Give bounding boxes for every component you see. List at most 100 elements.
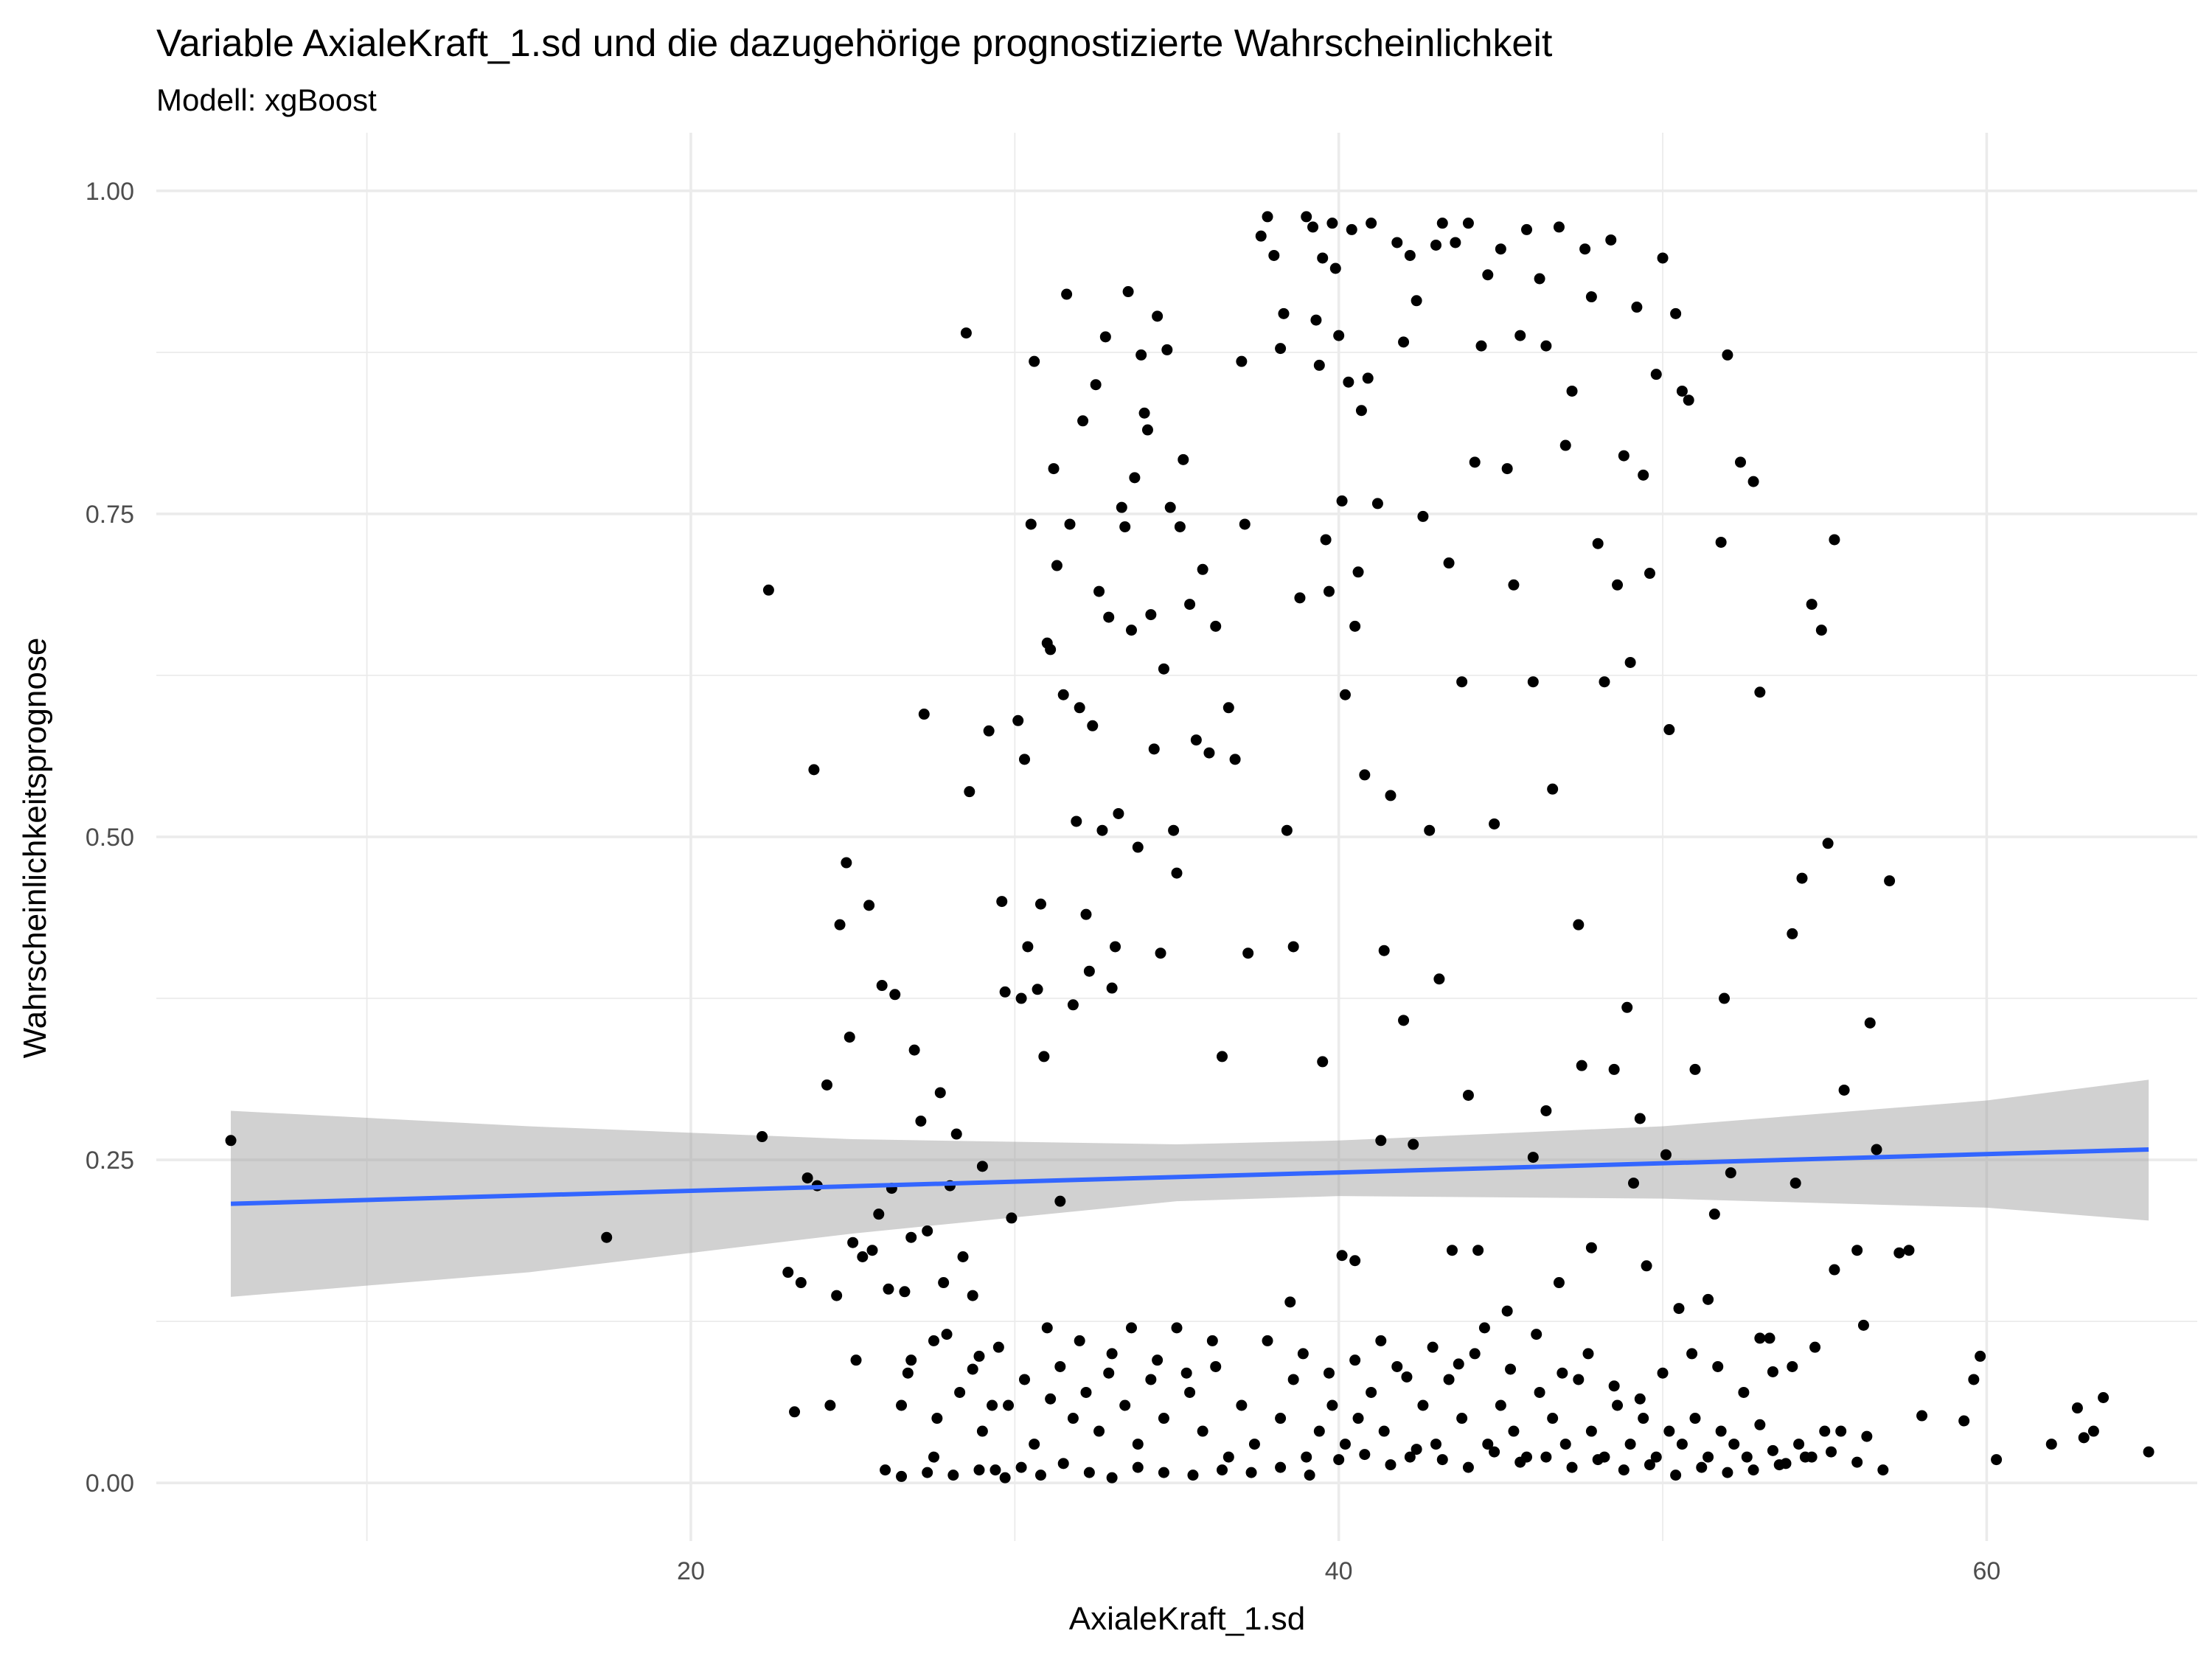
data-point [850, 1354, 862, 1366]
data-point [1113, 807, 1124, 819]
data-point [931, 1413, 943, 1425]
data-point [1462, 218, 1474, 229]
data-point [1329, 262, 1341, 274]
data-point [1806, 1451, 1818, 1463]
data-point [1103, 611, 1115, 623]
data-point [1796, 872, 1808, 884]
data-point [1728, 1439, 1740, 1450]
data-point [1809, 1341, 1821, 1353]
data-point [1624, 656, 1636, 668]
data-point [1411, 295, 1422, 307]
data-point [908, 1044, 920, 1056]
data-point [1352, 1413, 1364, 1425]
data-point [1417, 1399, 1429, 1411]
data-point [601, 1231, 613, 1243]
data-point [1430, 1439, 1441, 1450]
data-point [1366, 1386, 1377, 1398]
data-point [795, 1277, 807, 1289]
data-point [1585, 291, 1597, 303]
data-point [1608, 1380, 1620, 1392]
data-point [1703, 1451, 1714, 1463]
data-point [1284, 1296, 1296, 1308]
data-point [1871, 1144, 1882, 1155]
data-point [1559, 1439, 1571, 1450]
data-point [1754, 1332, 1766, 1344]
data-point [1090, 379, 1102, 391]
data-point [1453, 1358, 1464, 1370]
data-point [957, 1251, 969, 1262]
data-point [1806, 599, 1818, 611]
data-point [1822, 838, 1834, 849]
data-point [1857, 1319, 1869, 1331]
data-point [1034, 898, 1046, 910]
data-point [999, 986, 1011, 998]
data-point [1077, 415, 1089, 427]
data-point [1501, 463, 1513, 475]
data-point [821, 1079, 832, 1091]
data-point [1012, 714, 1024, 726]
data-point [1592, 538, 1604, 549]
data-point [1628, 1178, 1640, 1189]
data-point [967, 1290, 978, 1301]
data-point [1018, 1374, 1030, 1385]
data-point [2045, 1439, 2057, 1450]
data-point [1262, 1335, 1273, 1346]
data-point [1203, 747, 1215, 759]
data-point [1385, 1459, 1397, 1471]
data-point [1566, 385, 1578, 397]
data-point [922, 1467, 933, 1478]
y-tick-label: 1.00 [86, 178, 134, 206]
data-point [1168, 824, 1180, 836]
data-point [1048, 463, 1060, 475]
data-point [1317, 252, 1329, 264]
data-point [1236, 1399, 1248, 1411]
data-point [1634, 1393, 1646, 1405]
data-point [1780, 1458, 1792, 1470]
data-point [1436, 218, 1448, 229]
data-point [1180, 1367, 1192, 1379]
data-point [1430, 239, 1441, 251]
data-point [1184, 599, 1196, 611]
data-point [1715, 536, 1727, 548]
data-point [1378, 945, 1390, 956]
data-point [1903, 1245, 1915, 1256]
data-point [1155, 947, 1166, 959]
data-point [1725, 1167, 1736, 1179]
x-tick-label: 60 [1972, 1557, 2000, 1585]
data-point [1262, 211, 1273, 223]
data-point [789, 1406, 801, 1418]
data-point [1275, 343, 1287, 355]
data-point [1527, 676, 1539, 688]
data-point [1103, 1367, 1115, 1379]
data-point [1747, 1464, 1759, 1476]
data-point [880, 1464, 891, 1476]
data-point [1851, 1245, 1863, 1256]
data-point [1164, 501, 1176, 513]
data-point [1106, 1348, 1118, 1360]
data-point [1446, 1245, 1458, 1256]
data-point [999, 1472, 1011, 1484]
data-point [1722, 1467, 1733, 1478]
data-point [954, 1386, 966, 1398]
data-point [1612, 1399, 1624, 1411]
data-point [1320, 534, 1332, 546]
data-point [1676, 385, 1688, 397]
data-point [1229, 754, 1241, 765]
data-point [873, 1208, 885, 1220]
data-point [996, 896, 1008, 908]
data-point [960, 327, 972, 339]
data-point [1054, 1195, 1066, 1207]
data-point [1553, 221, 1565, 233]
data-point [1116, 501, 1127, 513]
data-point [1317, 1056, 1329, 1068]
data-point [1015, 992, 1027, 1004]
data-point [1657, 252, 1669, 264]
data-point [1641, 1260, 1652, 1272]
data-point [1245, 1467, 1257, 1478]
data-point [1333, 1454, 1345, 1466]
data-point [757, 1131, 768, 1143]
data-point [1534, 1386, 1545, 1398]
data-point [847, 1237, 859, 1248]
data-point [1482, 269, 1494, 281]
data-point [1566, 1461, 1578, 1473]
